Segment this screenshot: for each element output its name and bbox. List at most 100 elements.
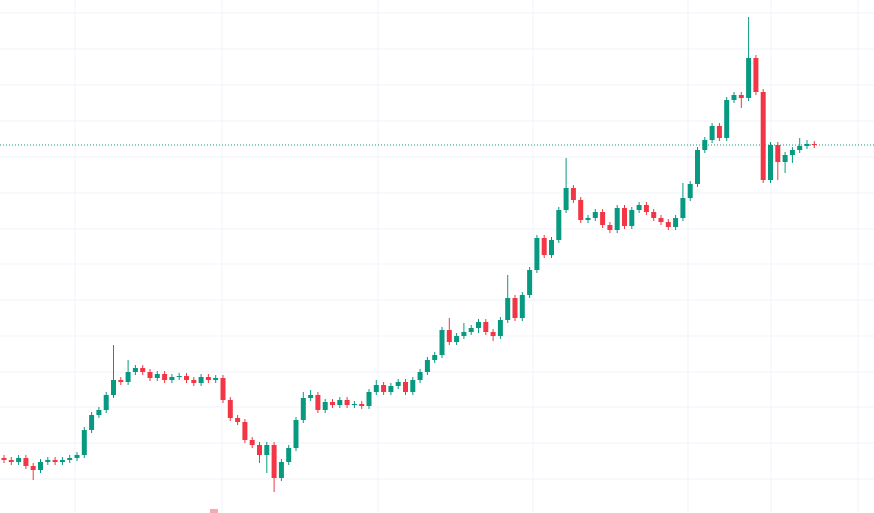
candle-body bbox=[468, 328, 474, 332]
candle-body bbox=[753, 58, 759, 92]
candle-body bbox=[330, 402, 335, 405]
candle-body bbox=[147, 372, 153, 378]
candle-body bbox=[622, 208, 627, 226]
candle-body bbox=[271, 445, 277, 478]
candle-body bbox=[373, 385, 379, 392]
candle-body bbox=[1, 458, 7, 460]
candle-body bbox=[446, 330, 452, 342]
candle-body bbox=[45, 460, 51, 462]
candle-body bbox=[607, 225, 613, 230]
candle-body bbox=[16, 458, 22, 462]
candle-body bbox=[549, 240, 554, 255]
candle-body bbox=[497, 320, 503, 336]
candle-body bbox=[417, 372, 423, 380]
candle-body bbox=[125, 372, 131, 382]
candle-body bbox=[30, 466, 36, 470]
candle-body bbox=[454, 336, 460, 342]
candle-body bbox=[629, 210, 635, 226]
candle-body bbox=[570, 188, 576, 200]
candle-body bbox=[81, 430, 87, 455]
candle-body bbox=[8, 460, 14, 462]
candle-body bbox=[315, 395, 321, 410]
candle-body bbox=[578, 200, 584, 220]
candle-body bbox=[89, 415, 95, 430]
candle-body bbox=[286, 448, 292, 462]
candle-body bbox=[731, 95, 737, 100]
candle-body bbox=[293, 420, 299, 448]
candle-body bbox=[782, 155, 788, 162]
candle-body bbox=[680, 198, 686, 218]
candle-body bbox=[687, 184, 693, 198]
candle-body bbox=[424, 360, 430, 372]
candle-body bbox=[614, 208, 620, 230]
candle-body bbox=[344, 400, 350, 405]
candle-body bbox=[38, 462, 43, 470]
candle-body bbox=[505, 298, 511, 320]
candle-body bbox=[556, 210, 562, 240]
candle-body bbox=[198, 377, 204, 383]
candle-body bbox=[213, 378, 219, 380]
candle-body bbox=[738, 95, 744, 98]
candle-body bbox=[439, 330, 445, 355]
candle-body bbox=[220, 378, 226, 400]
marker bbox=[210, 509, 218, 513]
candle-body bbox=[512, 298, 518, 318]
candle-body bbox=[169, 377, 175, 380]
candle-body bbox=[227, 400, 233, 418]
candle-body bbox=[191, 380, 197, 383]
candle-body bbox=[665, 222, 671, 227]
candle-body bbox=[789, 150, 795, 155]
candle-body bbox=[322, 402, 328, 410]
candle-body bbox=[410, 380, 416, 392]
candle-body bbox=[235, 418, 241, 422]
candle-body bbox=[432, 355, 438, 360]
candle-body bbox=[205, 377, 211, 380]
candle-body bbox=[366, 392, 372, 406]
candle-body bbox=[585, 218, 591, 220]
candle-body bbox=[278, 462, 284, 478]
candle-body bbox=[74, 455, 80, 458]
candle-body bbox=[716, 126, 722, 138]
candle-body bbox=[184, 376, 189, 380]
candle-body bbox=[724, 100, 730, 138]
candle-body bbox=[651, 212, 657, 218]
candle-body bbox=[636, 205, 642, 210]
candle-body bbox=[140, 368, 146, 372]
candle-body bbox=[483, 322, 489, 332]
candle-body bbox=[527, 270, 533, 295]
candle-body bbox=[388, 386, 394, 392]
candle-body bbox=[541, 238, 547, 255]
candle-body bbox=[52, 460, 58, 462]
candle-body bbox=[600, 212, 606, 225]
candle-body bbox=[96, 410, 102, 415]
candle-body bbox=[359, 404, 365, 406]
candle-body bbox=[300, 398, 306, 420]
candle-body bbox=[768, 145, 773, 180]
candle-body bbox=[461, 332, 467, 336]
candle-body bbox=[519, 295, 525, 318]
candle-body bbox=[709, 126, 715, 140]
candle-body bbox=[534, 238, 540, 270]
candle-body bbox=[59, 460, 65, 462]
candle-body bbox=[162, 374, 168, 380]
candle-body bbox=[797, 146, 803, 150]
candle-body bbox=[775, 145, 781, 162]
candle-body bbox=[132, 368, 138, 372]
candle-body bbox=[103, 395, 109, 410]
candle-body bbox=[381, 385, 387, 392]
candle-body bbox=[811, 144, 817, 145]
candle-body bbox=[804, 144, 810, 146]
candle-body bbox=[249, 440, 255, 445]
candle-body bbox=[563, 188, 569, 210]
candle-body bbox=[490, 332, 496, 336]
candle-body bbox=[643, 205, 649, 212]
candle-body bbox=[308, 395, 314, 398]
candle-body bbox=[395, 382, 401, 386]
candle-body bbox=[592, 212, 598, 218]
candle-body bbox=[476, 322, 481, 328]
candle-body bbox=[67, 458, 73, 460]
candle-body bbox=[695, 150, 700, 184]
